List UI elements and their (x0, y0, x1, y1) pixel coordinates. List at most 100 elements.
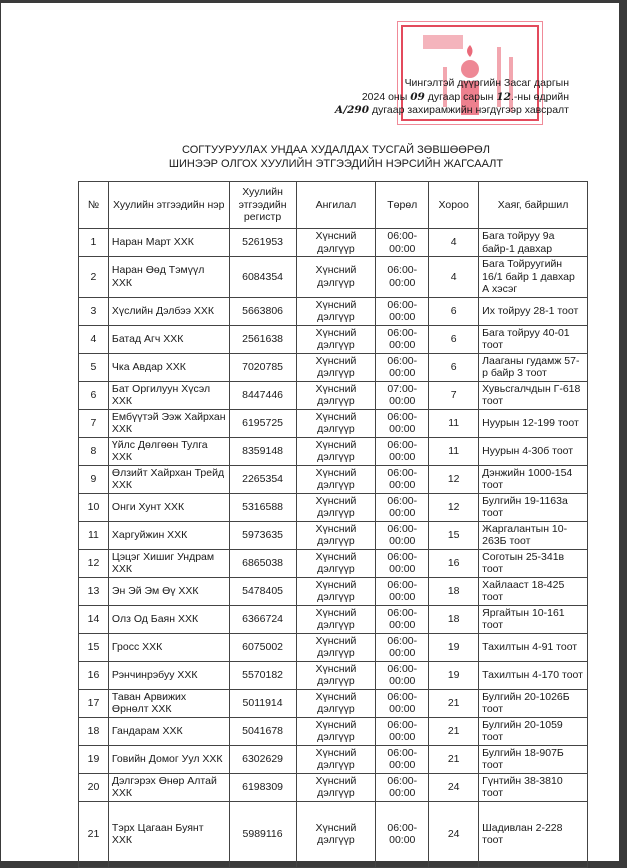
hours-cell: 06:00-00:00 (375, 688, 430, 718)
address-cell: Нуурын 12-199 тоот (478, 408, 588, 438)
hours-cell: 06:00-00:00 (375, 772, 430, 802)
khoroo-cell: 15 (428, 520, 480, 550)
address-cell: Нуурын 4-30б тоот (478, 436, 588, 466)
address-cell: Бага тойруу 40-01 тоот (478, 324, 588, 354)
row-number-cell: 2 (78, 256, 109, 298)
khoroo-cell: 21 (428, 716, 480, 746)
handwritten-month: 09 (410, 90, 425, 103)
address-cell: Дэнжийн 1000-154 тоот (478, 464, 588, 494)
category-cell: Хүнсний дэлгүүр (295, 464, 377, 494)
entity-name-cell: Таван Арвижих Өрнөлт ХХК (107, 688, 230, 718)
address-cell: Тахилтын 4-170 тоот (478, 660, 588, 690)
khoroo-cell: 6 (428, 296, 480, 326)
column-header: Ангилал (295, 181, 377, 229)
category-cell: Хүнсний дэлгүүр (295, 408, 377, 438)
hours-cell: 06:00-00:00 (375, 492, 430, 522)
table-row: 14 Олз Од Баян ХХК 6366724 Хүнсний дэлгүүр 0… (78, 604, 588, 634)
row-number-cell: 14 (78, 604, 109, 634)
row-number-cell: 16 (78, 660, 109, 690)
entity-name-cell: Гросс ХХК (107, 632, 230, 662)
row-number-cell: 12 (78, 548, 109, 578)
row-number-cell: 11 (78, 520, 109, 550)
hours-cell: 06:00-00:00 (375, 576, 430, 606)
registry-number-cell: 6302629 (228, 744, 297, 774)
registry-number-cell: 6366724 (228, 604, 297, 634)
table-row: 7 Ембүүтэй Ээж Хайрхан ХХК 6195725 Хүнсний … (78, 408, 588, 438)
column-header: Хаяг, байршил (478, 181, 588, 229)
attachment-line-2: 2024 оны 09 дугаар сарын 12.-ны өдрийн (335, 91, 569, 105)
registry-number-cell: 5570182 (228, 660, 297, 690)
hours-cell: 06:00-00:00 (375, 408, 430, 438)
address-cell: Хувьсгалчдын Г-618 тоот (478, 380, 588, 410)
row-number-cell: 3 (78, 296, 109, 326)
registry-number-cell: 7020785 (228, 352, 297, 382)
address-cell: Бага тойруу 9а байр-1 давхар (478, 228, 588, 257)
registry-number-cell: 6198309 (228, 772, 297, 802)
khoroo-cell: 24 (428, 772, 480, 802)
address-cell: Бага Тойруугийн 16/1 байр 1 давхар А хэс… (478, 256, 588, 298)
table-row: 8 Үйлс Дөлгөөн Тулга ХХК 8359148 Хүнсний дэ… (78, 436, 588, 466)
table-row: 16 Рэнчинрэбуу ХХК 5570182 Хүнсний дэлгүүр 0… (78, 660, 588, 690)
table-row: 5 Чка Авдар ХХК 7020785 Хүнсний дэлгүүр 06:0… (78, 352, 588, 382)
khoroo-cell: 19 (428, 660, 480, 690)
category-cell: Хүнсний дэлгүүр (295, 716, 377, 746)
address-cell: Гүнтийн 38-3810 тоот (478, 772, 588, 802)
row-number-cell: 1 (78, 228, 109, 257)
header-row: № Хуулийн этгээдийн нэр Хуулийн этгээдийн … (78, 181, 588, 229)
entity-name-cell: Дэлгэрэх Өнөр Алтай ХХК (107, 772, 230, 802)
entity-name-cell: Говийн Домог Уул ХХК (107, 744, 230, 774)
state-emblem-icon (423, 35, 513, 115)
hours-cell: 07:00-00:00 (375, 380, 430, 410)
official-seal-stamp (397, 21, 543, 125)
registry-number-cell: 5989116 (228, 800, 297, 868)
hours-cell: 06:00-00:00 (375, 228, 430, 257)
khoroo-cell: 6 (428, 352, 480, 382)
table-row: 1 Наран Март ХХК 5261953 Хүнсний дэлгүүр 06:… (78, 228, 588, 257)
khoroo-cell: 4 (428, 228, 480, 257)
row-number-cell: 18 (78, 716, 109, 746)
row-number-cell: 15 (78, 632, 109, 662)
year-text: 2024 оны (361, 90, 408, 103)
khoroo-cell: 11 (428, 408, 480, 438)
entity-name-cell: Чка Авдар ХХК (107, 352, 230, 382)
table-row: 3 Хүслийн Дэлбээ ХХК 5663806 Хүнсний дэлгүү… (78, 296, 588, 326)
khoroo-cell: 12 (428, 492, 480, 522)
order-label: дугаар захирамжийн нэгдүгээр хавсралт (371, 104, 569, 116)
entity-name-cell: Үйлс Дөлгөөн Тулга ХХК (107, 436, 230, 466)
handwritten-order-number: А/290 (334, 104, 370, 116)
khoroo-cell: 6 (428, 324, 480, 354)
address-cell: Тахилтын 4-91 тоот (478, 632, 588, 662)
khoroo-cell: 4 (428, 256, 480, 298)
row-number-cell: 10 (78, 492, 109, 522)
row-number-cell: 21 (78, 800, 109, 868)
table-row: 12 Цэцэг Хишиг Ундрам ХХК 6865038 Хүнсний д… (78, 548, 588, 578)
category-cell: Хүнсний дэлгүүр (295, 688, 377, 718)
registry-number-cell: 6195725 (228, 408, 297, 438)
entity-name-cell: Хүслийн Дэлбээ ХХК (107, 296, 230, 326)
entity-name-cell: Ембүүтэй Ээж Хайрхан ХХК (107, 408, 230, 438)
category-cell: Хүнсний дэлгүүр (295, 296, 377, 326)
entity-name-cell: Бат Оргилуун Хүсэл ХХК (107, 380, 230, 410)
row-number-cell: 13 (78, 576, 109, 606)
registry-number-cell: 5041678 (228, 716, 297, 746)
entities-table: № Хуулийн этгээдийн нэр Хуулийн этгээдийн … (78, 181, 588, 868)
attachment-line-1: Чингэлтэй дүүргийн Засаг даргын (404, 77, 569, 89)
row-number-cell: 20 (78, 772, 109, 802)
registry-number-cell: 6865038 (228, 548, 297, 578)
table-row: 15 Гросс ХХК 6075002 Хүнсний дэлгүүр 06:00-0… (78, 632, 588, 662)
hours-cell: 06:00-00:00 (375, 660, 430, 690)
address-cell: Лааганы гудамж 57-р байр 3 тоот (478, 352, 588, 382)
registry-number-cell: 5316588 (228, 492, 297, 522)
khoroo-cell: 19 (428, 632, 480, 662)
category-cell: Хүнсний дэлгүүр (295, 324, 377, 354)
entity-name-cell: Тэрх Цагаан Буянт ХХК (107, 800, 230, 868)
address-cell: Их тойруу 28-1 тоот (478, 296, 588, 326)
registry-number-cell: 6075002 (228, 632, 297, 662)
category-cell: Хүнсний дэлгүүр (295, 632, 377, 662)
category-cell: Хүнсний дэлгүүр (295, 352, 377, 382)
category-cell: Хүнсний дэлгүүр (295, 744, 377, 774)
attachment-line-3: А/290 дугаар захирамжийн нэгдүгээр хавср… (335, 104, 569, 118)
address-cell: Шадивлан 2-228 тоот (478, 800, 588, 868)
hours-cell: 06:00-00:00 (375, 296, 430, 326)
entity-name-cell: Онги Хунт ХХК (107, 492, 230, 522)
